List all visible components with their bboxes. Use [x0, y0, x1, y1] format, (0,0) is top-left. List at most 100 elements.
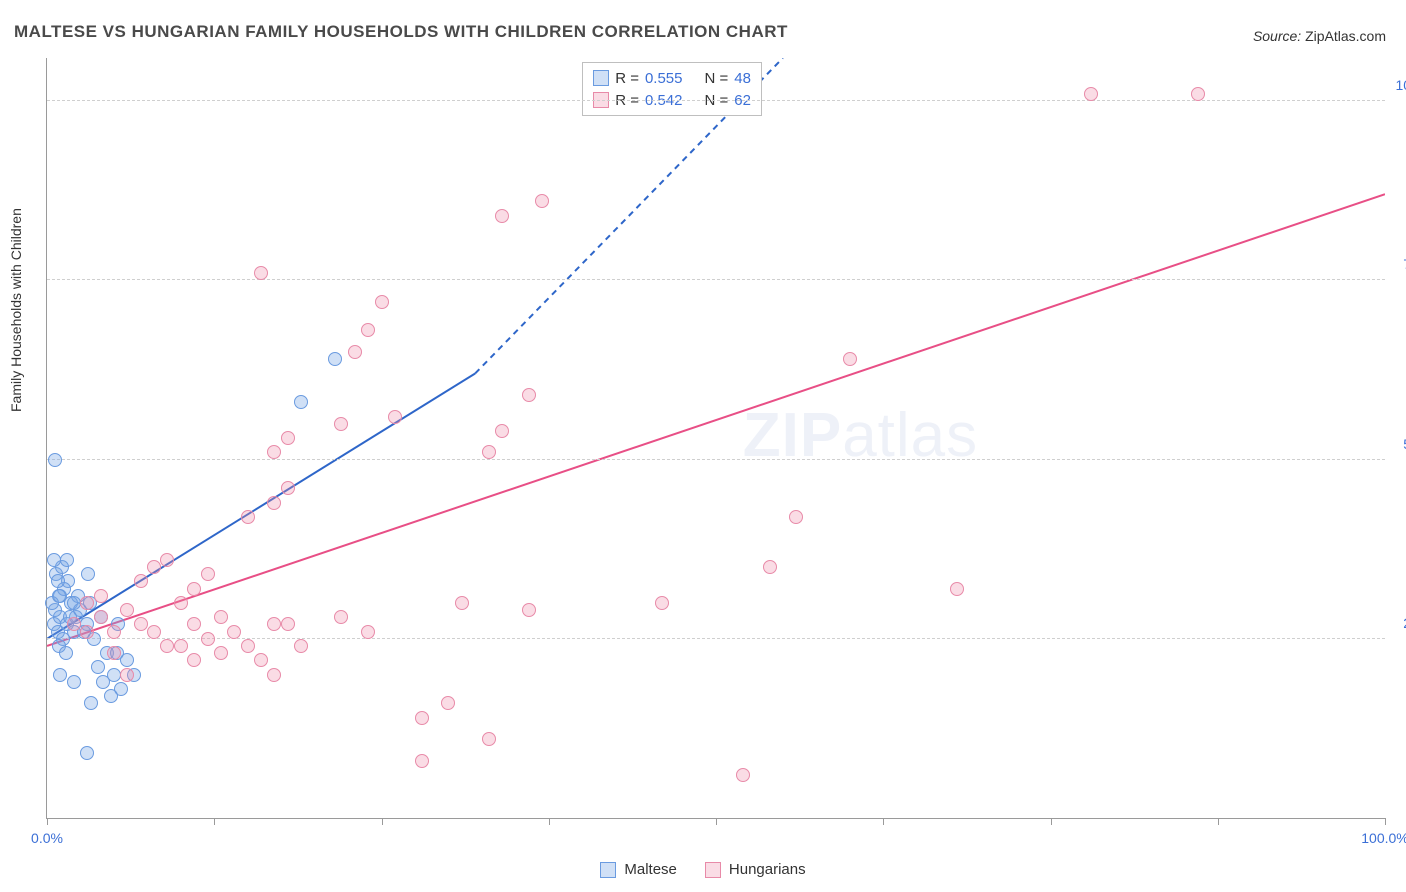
data-point	[47, 553, 61, 567]
correlation-legend: R =0.555N =48R =0.542N =62	[582, 62, 762, 116]
source-credit: Source: ZipAtlas.com	[1253, 28, 1386, 44]
data-point	[361, 323, 375, 337]
data-point	[415, 754, 429, 768]
data-point	[267, 445, 281, 459]
data-point	[334, 417, 348, 431]
data-point	[281, 617, 295, 631]
data-point	[361, 625, 375, 639]
data-point	[495, 424, 509, 438]
data-point	[267, 617, 281, 631]
data-point	[67, 596, 81, 610]
x-tick	[716, 818, 717, 825]
x-tick	[214, 818, 215, 825]
data-point	[67, 617, 81, 631]
data-point	[59, 646, 73, 660]
data-point	[1084, 87, 1098, 101]
x-tick	[883, 818, 884, 825]
data-point	[375, 295, 389, 309]
y-axis-label: Family Households with Children	[8, 208, 24, 412]
data-point	[60, 553, 74, 567]
source-value: ZipAtlas.com	[1305, 28, 1386, 44]
y-tick-label: 75.0%	[1393, 256, 1406, 272]
data-point	[94, 610, 108, 624]
data-point	[187, 582, 201, 596]
x-tick-label: 100.0%	[1361, 830, 1406, 846]
legend-row: R = 0.555 N = 48	[593, 67, 751, 89]
data-point	[91, 660, 105, 674]
legend-swatch	[705, 862, 721, 878]
data-point	[201, 567, 215, 581]
gridline	[47, 100, 1385, 101]
x-tick	[47, 818, 48, 825]
data-point	[535, 194, 549, 208]
data-point	[214, 610, 228, 624]
data-point	[81, 567, 95, 581]
data-point	[348, 345, 362, 359]
y-tick-label: 50.0%	[1393, 436, 1406, 452]
scatter-plot: ZIPatlas R =0.555N =48R =0.542N =62 25.0…	[46, 58, 1385, 819]
data-point	[96, 675, 110, 689]
data-point	[48, 453, 62, 467]
gridline	[47, 279, 1385, 280]
series-legend: Maltese Hungarians	[0, 861, 1406, 878]
data-point	[328, 352, 342, 366]
data-point	[107, 646, 121, 660]
source-label: Source:	[1253, 28, 1301, 44]
data-point	[334, 610, 348, 624]
data-point	[482, 732, 496, 746]
legend-series-name: Hungarians	[729, 861, 806, 878]
x-tick	[549, 818, 550, 825]
data-point	[254, 653, 268, 667]
data-point	[241, 639, 255, 653]
data-point	[495, 209, 509, 223]
data-point	[80, 596, 94, 610]
x-tick	[382, 818, 383, 825]
legend-n-value: 48	[734, 70, 751, 87]
data-point	[950, 582, 964, 596]
data-point	[388, 410, 402, 424]
data-point	[214, 646, 228, 660]
data-point	[52, 589, 66, 603]
data-point	[441, 696, 455, 710]
data-point	[67, 675, 81, 689]
gridline	[47, 459, 1385, 460]
data-point	[134, 617, 148, 631]
data-point	[51, 574, 65, 588]
data-point	[174, 596, 188, 610]
data-point	[267, 496, 281, 510]
data-point	[84, 696, 98, 710]
legend-r-value: 0.555	[645, 70, 683, 87]
legend-series-name: Maltese	[624, 861, 677, 878]
data-point	[201, 632, 215, 646]
legend-r-label: R =	[615, 70, 639, 87]
watermark: ZIPatlas	[743, 400, 978, 471]
data-point	[94, 589, 108, 603]
data-point	[522, 388, 536, 402]
y-tick-label: 25.0%	[1393, 615, 1406, 631]
legend-item: Maltese	[600, 861, 677, 878]
data-point	[227, 625, 241, 639]
y-tick-label: 100.0%	[1393, 77, 1406, 93]
data-point	[80, 625, 94, 639]
data-point	[1191, 87, 1205, 101]
watermark-bold: ZIP	[743, 401, 842, 470]
legend-n-label: N =	[705, 70, 729, 87]
data-point	[107, 625, 121, 639]
data-point	[482, 445, 496, 459]
legend-item: Hungarians	[705, 861, 806, 878]
data-point	[120, 668, 134, 682]
chart-title: MALTESE VS HUNGARIAN FAMILY HOUSEHOLDS W…	[14, 22, 788, 42]
data-point	[843, 352, 857, 366]
data-point	[294, 639, 308, 653]
data-point	[241, 510, 255, 524]
data-point	[120, 603, 134, 617]
data-point	[187, 653, 201, 667]
legend-swatch	[600, 862, 616, 878]
data-point	[53, 668, 67, 682]
data-point	[160, 553, 174, 567]
data-point	[789, 510, 803, 524]
data-point	[147, 625, 161, 639]
x-tick-label: 0.0%	[31, 830, 63, 846]
x-tick	[1385, 818, 1386, 825]
data-point	[147, 560, 161, 574]
